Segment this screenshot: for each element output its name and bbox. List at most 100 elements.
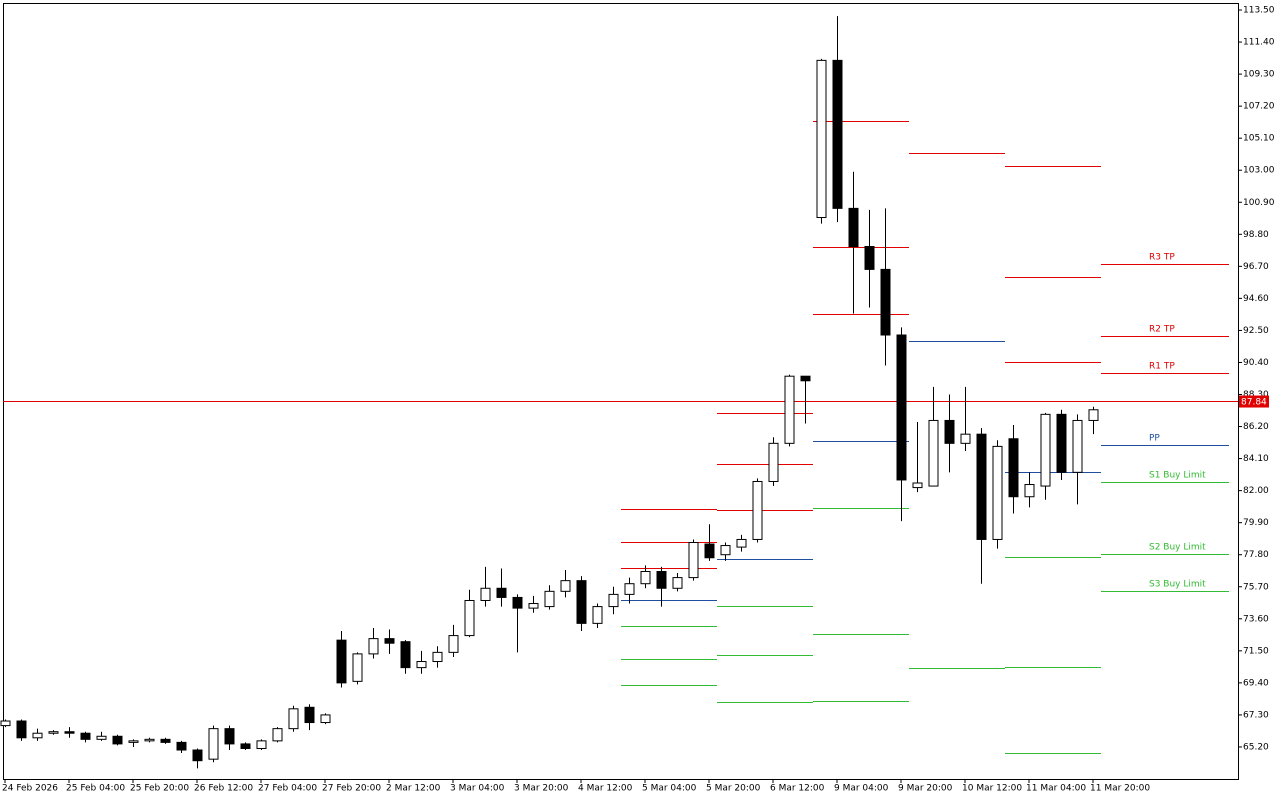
y-tick-label: 105.10 xyxy=(1243,134,1275,144)
y-tick-label: 65.20 xyxy=(1243,742,1269,752)
candle-body xyxy=(576,580,587,624)
x-tick-label: 5 Mar 04:00 xyxy=(642,784,697,794)
candle-body xyxy=(768,442,779,482)
pivot-label: S1 Buy Limit xyxy=(1149,471,1206,481)
candle-body xyxy=(944,419,955,444)
candle-body xyxy=(192,749,203,762)
x-tick-label: 27 Feb 20:00 xyxy=(322,784,381,794)
candle-body xyxy=(512,596,523,609)
x-tick-label: 24 Feb 2026 xyxy=(2,784,58,794)
candle-body xyxy=(256,740,267,749)
y-tick-label: 113.50 xyxy=(1243,6,1275,16)
candle-body xyxy=(800,375,811,382)
candle-body xyxy=(432,651,443,663)
candle-body xyxy=(528,603,539,609)
candle-body xyxy=(496,587,507,598)
x-tick-label: 11 Mar 04:00 xyxy=(1026,784,1086,794)
candle-body xyxy=(1088,409,1099,421)
candle-body xyxy=(976,433,987,540)
pivot-label: R3 TP xyxy=(1149,253,1175,263)
x-tick-label: 5 Mar 20:00 xyxy=(706,784,761,794)
y-tick-label: 107.20 xyxy=(1243,102,1275,112)
candle-body xyxy=(128,740,139,743)
candle-body xyxy=(416,661,427,669)
y-tick-label: 82.00 xyxy=(1243,486,1269,496)
candle-body xyxy=(832,59,843,209)
candle-body xyxy=(240,743,251,749)
candle-body xyxy=(608,593,619,608)
candle-body xyxy=(720,545,731,556)
candle-body xyxy=(464,599,475,637)
candle-body xyxy=(736,538,747,548)
x-tick-label: 3 Mar 20:00 xyxy=(514,784,569,794)
candle-body xyxy=(224,728,235,745)
x-tick-label: 3 Mar 04:00 xyxy=(450,784,505,794)
candle-body xyxy=(272,728,283,742)
x-tick-label: 9 Mar 20:00 xyxy=(898,784,953,794)
y-tick-label: 84.10 xyxy=(1243,454,1269,464)
candle-body xyxy=(1008,438,1019,498)
pivot-label: R1 TP xyxy=(1149,361,1175,371)
y-tick-label: 96.70 xyxy=(1243,262,1269,272)
candle-body xyxy=(672,577,683,589)
candle-body xyxy=(960,433,971,444)
candle-body xyxy=(64,731,75,734)
pivot-label: PP xyxy=(1149,433,1160,443)
candle-body xyxy=(1024,484,1035,498)
candle-body xyxy=(384,638,395,644)
candle-body xyxy=(1040,413,1051,487)
candle-body xyxy=(352,653,363,682)
candle-body xyxy=(864,246,875,270)
candle-body xyxy=(448,635,459,653)
y-tick-label: 73.60 xyxy=(1243,614,1269,624)
candle-body xyxy=(592,606,603,624)
candle-body xyxy=(16,720,27,739)
last-price-label: 87.84 xyxy=(1241,398,1267,408)
candle-body xyxy=(928,419,939,487)
candle-body xyxy=(0,720,11,727)
y-tick-label: 103.00 xyxy=(1243,166,1275,176)
candle-body xyxy=(304,706,315,724)
candle-body xyxy=(480,587,491,601)
y-tick-label: 69.40 xyxy=(1243,678,1269,688)
candle-body xyxy=(640,570,651,585)
y-tick-label: 111.40 xyxy=(1243,38,1275,48)
candle-body xyxy=(816,59,827,219)
candle-body xyxy=(336,639,347,684)
pivot-label: S2 Buy Limit xyxy=(1149,543,1206,553)
candle-body xyxy=(112,735,123,745)
candle-body xyxy=(784,375,795,444)
candle-body xyxy=(208,728,219,760)
y-tick-label: 67.30 xyxy=(1243,710,1269,720)
pivot-label: R2 TP xyxy=(1149,325,1175,335)
x-tick-label: 25 Feb 04:00 xyxy=(66,784,125,794)
y-tick-label: 100.90 xyxy=(1243,198,1275,208)
x-tick-label: 26 Feb 12:00 xyxy=(194,784,253,794)
candle-body xyxy=(544,590,555,608)
candle-body xyxy=(912,482,923,489)
x-tick-label: 10 Mar 12:00 xyxy=(962,784,1022,794)
y-tick-label: 88.30 xyxy=(1243,390,1269,400)
x-tick-label: 6 Mar 12:00 xyxy=(770,784,825,794)
x-tick-label: 9 Mar 04:00 xyxy=(834,784,889,794)
y-tick-label: 71.50 xyxy=(1243,646,1269,656)
y-tick-label: 98.80 xyxy=(1243,230,1269,240)
candle-body xyxy=(1072,419,1083,473)
y-tick-label: 94.60 xyxy=(1243,294,1269,304)
y-tick-label: 92.50 xyxy=(1243,326,1269,336)
x-tick-label: 11 Mar 20:00 xyxy=(1090,784,1150,794)
candle-body xyxy=(848,207,859,248)
x-tick-label: 27 Feb 04:00 xyxy=(258,784,317,794)
x-tick-label: 4 Mar 12:00 xyxy=(578,784,633,794)
y-tick-label: 90.40 xyxy=(1243,358,1269,368)
y-tick-label: 86.20 xyxy=(1243,422,1269,432)
candle-body xyxy=(560,580,571,592)
candle-body xyxy=(992,445,1003,540)
y-tick-label: 109.30 xyxy=(1243,70,1275,80)
candle-body xyxy=(1056,413,1067,473)
pivot-label: S3 Buy Limit xyxy=(1149,580,1206,590)
last-price-tag xyxy=(1239,395,1269,408)
candle-body xyxy=(160,738,171,743)
candle-body xyxy=(144,738,155,742)
